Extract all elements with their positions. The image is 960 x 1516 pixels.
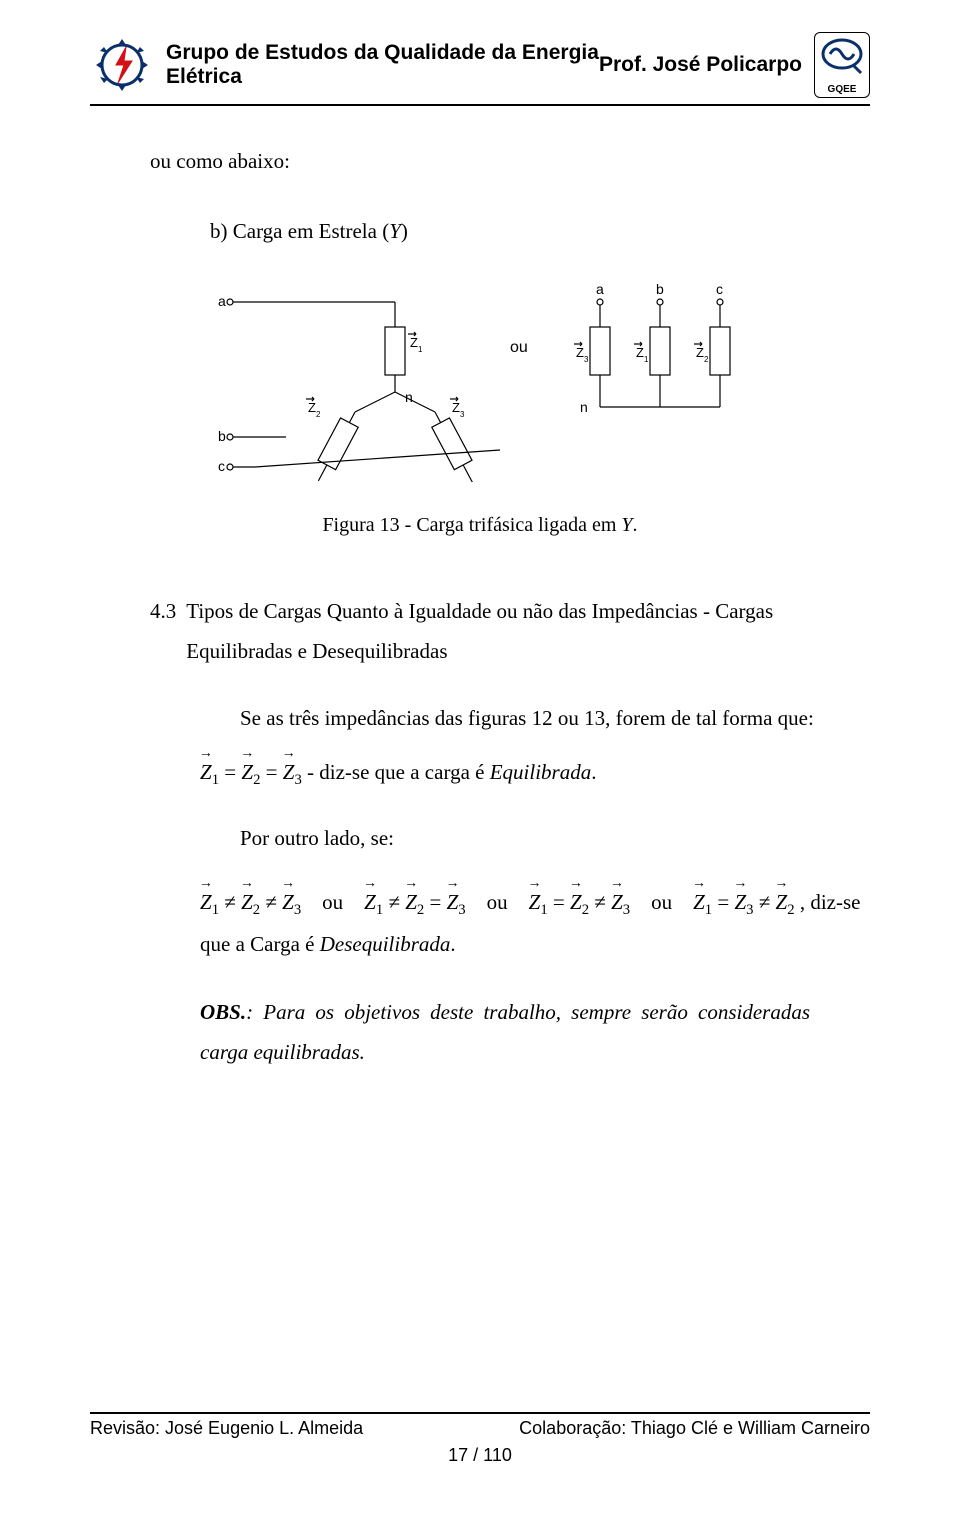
gear-logo-icon	[90, 33, 154, 97]
footer-line: Revisão: José Eugenio L. Almeida Colabor…	[90, 1412, 870, 1439]
svg-text:Z: Z	[576, 345, 584, 360]
label-n-right: n	[580, 399, 588, 415]
svg-text:2: 2	[704, 355, 709, 364]
figure-13: a Z 1 n	[90, 272, 870, 496]
ou-3: ou	[646, 890, 678, 914]
equation-1: Z→1 = Z→2 = Z→3 - diz-se que a carga é E…	[200, 753, 870, 795]
equation-2: Z→1 ≠ Z→2 ≠ Z→3 ou Z→1 ≠ Z→2 = Z→3 ou Z→…	[200, 883, 870, 965]
obs-label: OBS.	[200, 1000, 246, 1024]
ou-1: ou	[317, 890, 349, 914]
footer-right: Colaboração: Thiago Clé e William Carnei…	[519, 1418, 870, 1439]
svg-text:3: 3	[460, 410, 465, 419]
item-b-text: b) Carga em Estrela (	[210, 219, 389, 243]
svg-text:Z: Z	[696, 345, 704, 360]
label-b-right: b	[656, 281, 664, 297]
gqee-logo-icon	[819, 37, 865, 82]
fig-cap-suffix: .	[633, 514, 638, 536]
item-b-close: )	[401, 219, 408, 243]
intro-para: ou como abaixo:	[150, 142, 870, 182]
z3-left-label: Z	[452, 400, 460, 415]
fig-cap-prefix: Figura 13 - Carga trifásica ligada em	[322, 514, 621, 536]
label-a-left: a	[218, 293, 226, 309]
desequilibrada: Desequilibrada	[320, 932, 451, 956]
header-prof: Prof. José Policarpo	[599, 53, 814, 77]
fig-cap-y: Y	[621, 514, 632, 536]
label-c-left: c	[218, 458, 225, 474]
obs-paragraph: OBS.: Para os objetivos deste trabalho, …	[200, 993, 810, 1073]
gqee-logo-box: GQEE	[814, 32, 870, 98]
equilibrada: Equilibrada	[490, 760, 592, 784]
paragraph-2: Por outro lado, se:	[200, 819, 870, 859]
page-footer: Revisão: José Eugenio L. Almeida Colabor…	[90, 1412, 870, 1466]
figure-13-caption: Figura 13 - Carga trifásica ligada em Y.	[90, 506, 870, 544]
gqee-label: GQEE	[819, 84, 865, 95]
z1-left-label: Z	[410, 335, 418, 350]
header-title: Grupo de Estudos da Qualidade da Energia…	[154, 41, 599, 89]
eq1-text: - diz-se que a carga é	[307, 760, 490, 784]
page-number: 17 / 110	[90, 1445, 870, 1466]
section-4-3-heading: 4.3 Tipos de Cargas Quanto à Igualdade o…	[150, 592, 870, 672]
svg-text:2: 2	[316, 410, 321, 419]
obs-text: : Para os objetivos deste trabalho, semp…	[200, 1000, 810, 1064]
page: Grupo de Estudos da Qualidade da Energia…	[0, 0, 960, 1516]
label-a-right: a	[596, 281, 604, 297]
z2-left-label: Z	[308, 400, 316, 415]
section-title: Tipos de Cargas Quanto à Igualdade ou nã…	[186, 592, 870, 672]
svg-text:1: 1	[418, 345, 423, 354]
ou-2: ou	[481, 890, 513, 914]
item-b: b) Carga em Estrela (Y)	[210, 212, 870, 252]
paragraph-1: Se as três impedâncias das figuras 12 ou…	[200, 699, 870, 739]
item-b-y: Y	[389, 219, 401, 243]
footer-left: Revisão: José Eugenio L. Almeida	[90, 1418, 363, 1439]
content: ou como abaixo: b) Carga em Estrela (Y) …	[90, 142, 870, 1073]
label-b-left: b	[218, 428, 226, 444]
star-load-diagram: a Z 1 n	[200, 272, 760, 482]
label-c-right: c	[716, 281, 723, 297]
ou-label: ou	[510, 339, 528, 356]
section-number: 4.3	[150, 592, 176, 672]
svg-text:3: 3	[584, 355, 589, 364]
page-header: Grupo de Estudos da Qualidade da Energia…	[90, 32, 870, 106]
svg-text:1: 1	[644, 355, 649, 364]
svg-text:Z: Z	[636, 345, 644, 360]
